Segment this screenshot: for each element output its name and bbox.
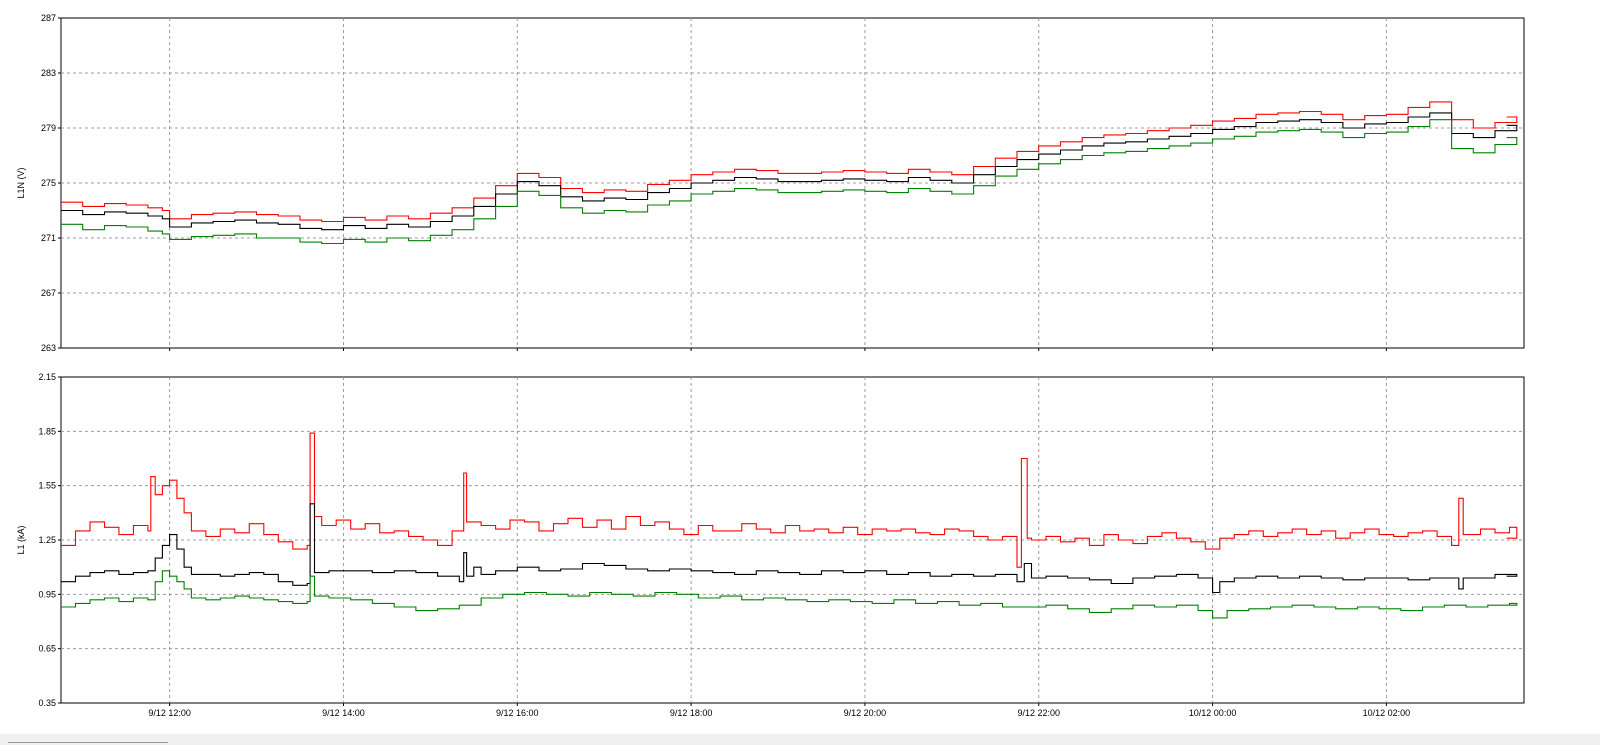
x-tick-label: 9/12 18:00 (670, 708, 713, 718)
horizontal-scrollbar-thumb[interactable] (8, 742, 168, 743)
x-tick-label: 10/12 02:00 (1363, 708, 1411, 718)
y-tick-label: 1.85 (38, 426, 56, 436)
x-tick-label: 9/12 14:00 (322, 708, 365, 718)
x-tick-label: 9/12 12:00 (148, 708, 191, 718)
y-tick-label: 1.25 (38, 535, 56, 545)
y-tick-label: 0.95 (38, 589, 56, 599)
voltage-y-axis-label: L1N (V) (16, 167, 26, 198)
y-tick-label: 279 (41, 123, 56, 133)
y-tick-label: 2.15 (38, 372, 56, 382)
series-line-2 (61, 503, 1518, 594)
current-grid (61, 377, 1524, 706)
y-tick-label: 263 (41, 343, 56, 353)
series-line-1 (61, 432, 1518, 568)
y-tick-label: 1.55 (38, 481, 56, 491)
x-tick-label: 9/12 22:00 (1017, 708, 1060, 718)
x-tick-label: 9/12 20:00 (844, 708, 887, 718)
current-y-ticks: 0.35 0.65 0.95 1.25 1.55 1.85 2.15 (38, 372, 61, 708)
current-chart: 0.350.650.951.251.551.852.15 9/12 12:00 9… (16, 372, 1525, 718)
x-tick-label: 9/12 16:00 (496, 708, 539, 718)
voltage-grid (61, 18, 1524, 351)
horizontal-scrollbar-track[interactable] (0, 734, 1600, 745)
series-line-2 (61, 112, 1518, 231)
y-tick-label: 267 (41, 288, 56, 298)
y-tick-label: 0.65 (38, 644, 56, 654)
y-tick-label: 287 (41, 13, 56, 23)
voltage-y-ticks: 263 267 271 275 279 283 287 (41, 13, 61, 353)
y-tick-label: 0.35 (38, 698, 56, 708)
series-line-3 (61, 119, 1518, 245)
y-tick-label: 283 (41, 68, 56, 78)
series-line-3 (61, 570, 1518, 619)
voltage-series (61, 101, 1518, 245)
series-line-1 (61, 101, 1518, 223)
current-series (61, 432, 1518, 619)
time-axis-ticks: 9/12 12:00 9/12 14:00 9/12 16:00 9/12 18:00… (148, 708, 1410, 718)
x-tick-label: 10/12 00:00 (1189, 708, 1237, 718)
voltage-chart: 263 267 271 275 279 283 287 L1N (V) (16, 13, 1525, 353)
y-tick-label: 271 (41, 233, 56, 243)
y-tick-label: 275 (41, 178, 56, 188)
current-y-axis-label: L1 (kA) (16, 525, 26, 554)
